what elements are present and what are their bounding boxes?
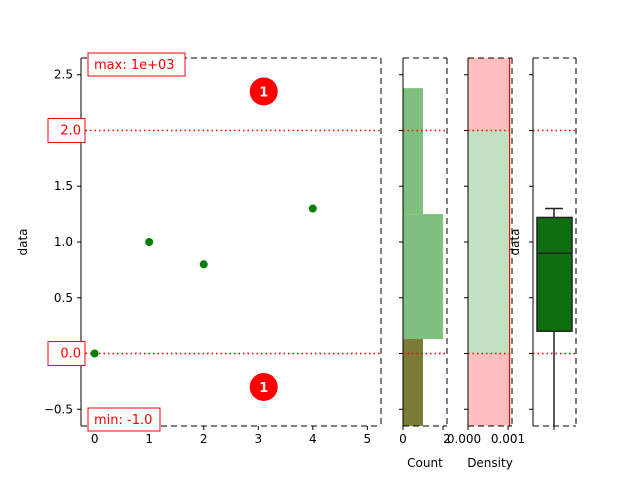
- min-label-box: [87, 407, 161, 432]
- boxplot-y-axis-label: data: [508, 228, 522, 255]
- out-of-range-marker: [249, 372, 278, 401]
- data-point: [199, 260, 208, 269]
- scatter-y-tick-label: 1.0: [54, 235, 73, 249]
- min-label: min: -1.0: [94, 413, 152, 428]
- histogram-x-tick-label: 0: [399, 432, 407, 446]
- limit-label: 0.0: [60, 347, 81, 362]
- histogram-x-axis-label: Count: [407, 456, 443, 470]
- scatter-y-tick-label: 1.5: [54, 179, 73, 193]
- scatter-y-axis-label: data: [16, 228, 30, 255]
- histogram-bar: [403, 214, 443, 340]
- boxplot-panel: data: [508, 57, 577, 430]
- data-point: [90, 349, 99, 358]
- limit-label: 2.0: [60, 123, 81, 138]
- scatter-x-tick-label: 3: [254, 432, 262, 446]
- density-x-tick-label: 0.000: [447, 432, 481, 446]
- scatter-y-tick-label: 0.5: [54, 291, 73, 305]
- scatter-y-tick-label: −0.5: [44, 402, 73, 416]
- density-band: [468, 130, 510, 354]
- scatter-x-tick-label: 5: [364, 432, 372, 446]
- density-panel: 0.000 0.001 Density: [447, 57, 525, 470]
- limit-label-box: [47, 341, 86, 367]
- histogram-x-tick-label: 2: [443, 432, 451, 446]
- scatter-x-tick-label: 4: [309, 432, 317, 446]
- scatter-x-tick-label: 1: [145, 432, 153, 446]
- density-band: [468, 58, 510, 131]
- scatter-y-tick-label: 2.5: [54, 68, 73, 82]
- out-of-range-count: 1: [259, 381, 268, 396]
- data-point: [145, 238, 154, 246]
- histogram-bar: [403, 339, 423, 426]
- scatter-x-tick-label: 0: [91, 432, 99, 446]
- box: [536, 216, 573, 332]
- histogram-bar: [403, 88, 423, 215]
- max-label-box: [87, 52, 186, 77]
- density-x-axis-label: Density: [467, 456, 513, 470]
- out-of-range-marker: [249, 77, 278, 106]
- max-label: max: 1e+03: [94, 58, 175, 73]
- out-of-range-count: 1: [259, 85, 268, 100]
- density-band: [468, 353, 510, 426]
- scatter-x-tick-label: 2: [200, 432, 208, 446]
- density-x-tick-label: 0.001: [491, 432, 525, 446]
- limit-label-box: [47, 117, 86, 143]
- data-point: [308, 204, 317, 213]
- scatter-panel: −0.50.00.51.01.52.02.5012345data2.00.0ma…: [16, 52, 382, 446]
